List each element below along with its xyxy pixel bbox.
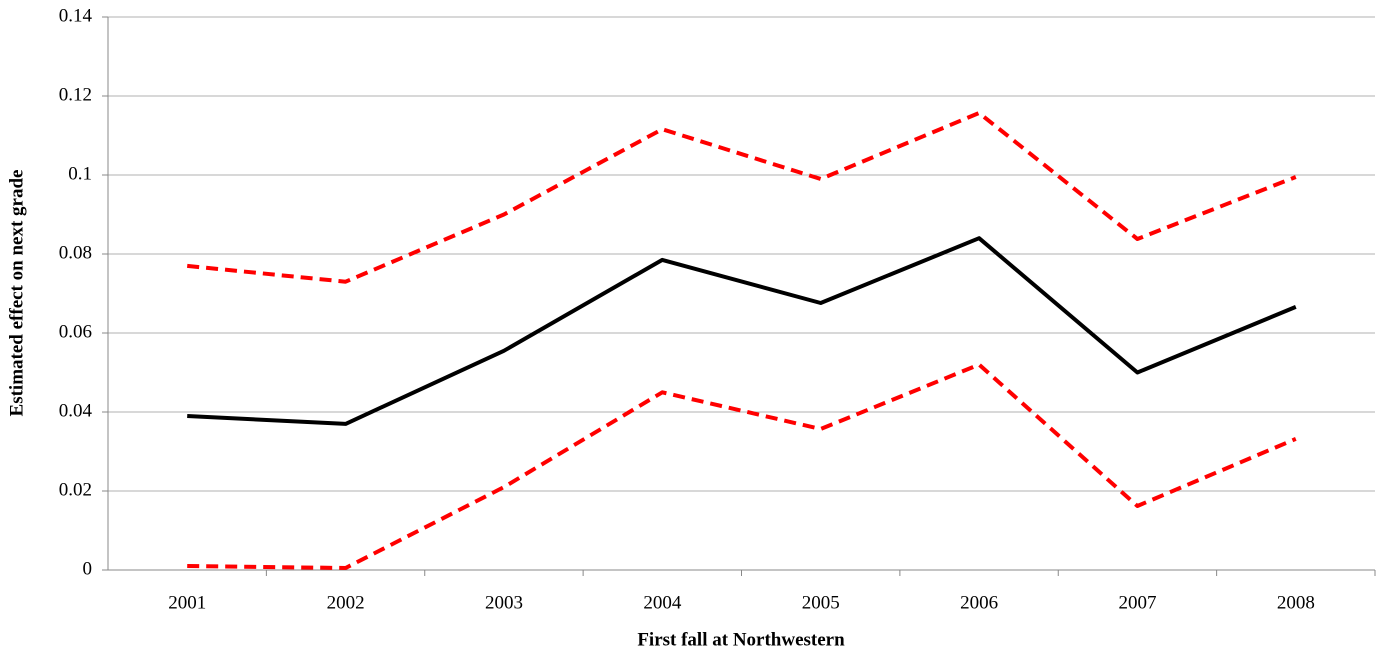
- x-tick-label: 2004: [643, 592, 682, 613]
- x-tick-label: 2003: [485, 592, 523, 613]
- series-line: [187, 236, 1297, 426]
- y-tick-label: 0.02: [59, 479, 92, 500]
- y-tick-label: 0.14: [59, 5, 93, 26]
- y-tick-label: 0.12: [59, 84, 92, 105]
- y-tick-label: 0: [83, 558, 93, 579]
- y-axis-title: Estimated effect on next grade: [6, 170, 27, 417]
- x-tick-label: 2008: [1277, 592, 1315, 613]
- y-tick-label: 0.04: [59, 400, 93, 421]
- x-tick-label: 2005: [802, 592, 840, 613]
- x-tick-label: 2001: [168, 592, 206, 613]
- x-tick-label: 2006: [960, 592, 998, 613]
- y-tick-label: 0.08: [59, 242, 92, 263]
- y-tick-label: 0.06: [59, 321, 92, 342]
- x-axis-title: First fall at Northwestern: [637, 629, 845, 650]
- x-tick-label: 2007: [1118, 592, 1156, 613]
- series-line: [187, 362, 1297, 570]
- y-tick-label: 0.1: [68, 163, 92, 184]
- series-line: [187, 111, 1297, 284]
- x-tick-label: 2002: [327, 592, 365, 613]
